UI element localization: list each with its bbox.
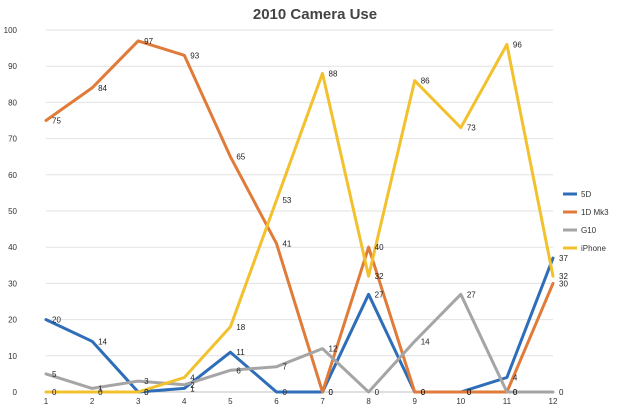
gridlines xyxy=(46,29,553,393)
x-tick-label: 9 xyxy=(413,397,418,406)
x-tick-label: 10 xyxy=(456,397,465,406)
data-label: 14 xyxy=(98,337,107,346)
y-tick-label: 50 xyxy=(8,207,17,216)
data-label: 27 xyxy=(467,290,476,299)
data-label: 0 xyxy=(329,388,334,397)
y-tick-label: 100 xyxy=(4,26,18,35)
data-label: 96 xyxy=(513,40,522,49)
legend-label: G10 xyxy=(581,226,597,235)
y-tick-label: 80 xyxy=(8,98,17,107)
y-tick-label: 60 xyxy=(8,171,17,180)
data-label: 32 xyxy=(559,272,568,281)
data-label: 27 xyxy=(375,290,384,299)
data-label: 5 xyxy=(52,370,57,379)
data-label: 37 xyxy=(559,254,568,263)
series-line-1d-mk3 xyxy=(44,39,555,394)
data-label: 1 xyxy=(190,384,195,393)
x-tick-label: 7 xyxy=(320,397,325,406)
data-label: 0 xyxy=(282,388,287,397)
data-label: 53 xyxy=(282,196,291,205)
data-label: 0 xyxy=(375,388,380,397)
x-tick-label: 5 xyxy=(228,397,233,406)
data-label: 32 xyxy=(375,272,384,281)
y-tick-label: 0 xyxy=(13,388,18,397)
x-tick-label: 3 xyxy=(136,397,141,406)
data-label: 18 xyxy=(236,323,245,332)
data-label: 88 xyxy=(329,69,338,78)
data-label: 86 xyxy=(421,77,430,86)
data-label: 0 xyxy=(52,388,57,397)
x-tick-label: 4 xyxy=(182,397,187,406)
data-label: 0 xyxy=(467,388,472,397)
data-label: 7 xyxy=(282,363,287,372)
y-tick-label: 10 xyxy=(8,352,17,361)
x-axis: 1 2 3 4 5 6 7 8 9 10 11 12 xyxy=(44,391,558,406)
data-label: 6 xyxy=(236,366,241,375)
data-label: 4 xyxy=(513,374,518,383)
data-label: 0 xyxy=(467,388,472,397)
data-label: 12 xyxy=(329,345,338,354)
y-tick-label: 20 xyxy=(8,316,17,325)
data-label: 75 xyxy=(52,117,61,126)
x-tick-label: 1 xyxy=(44,397,49,406)
data-label: 1 xyxy=(98,384,103,393)
y-tick-label: 40 xyxy=(8,243,17,252)
data-label: 0 xyxy=(329,388,334,397)
data-label: 0 xyxy=(421,388,426,397)
legend-label: 1D Mk3 xyxy=(581,208,609,217)
data-label: 0 xyxy=(559,388,564,397)
data-label: 3 xyxy=(144,377,149,386)
data-label: 14 xyxy=(421,337,430,346)
data-label: 0 xyxy=(421,388,426,397)
legend-label: iPhone xyxy=(581,244,606,253)
series-lines xyxy=(44,39,555,394)
data-label: 0 xyxy=(144,388,149,397)
data-label: 0 xyxy=(513,388,518,397)
x-tick-label: 8 xyxy=(366,397,371,406)
x-tick-label: 12 xyxy=(549,397,558,406)
data-label: 0 xyxy=(98,388,103,397)
y-tick-label: 70 xyxy=(8,135,17,144)
data-label: 65 xyxy=(236,153,245,162)
y-axis: 0 10 20 30 40 50 60 70 80 90 100 xyxy=(4,26,18,397)
data-label: 0 xyxy=(144,388,149,397)
data-label: 11 xyxy=(236,348,245,357)
data-label: 97 xyxy=(144,37,153,46)
data-label: 20 xyxy=(52,316,61,325)
x-tick-label: 11 xyxy=(503,397,512,406)
legend-label: 5D xyxy=(581,190,591,199)
data-label: 84 xyxy=(98,84,107,93)
x-tick-label: 6 xyxy=(274,397,279,406)
legend: 5D 1D Mk3 G10 iPhone xyxy=(563,190,609,253)
series-line-g10 xyxy=(44,292,555,394)
data-label: 40 xyxy=(375,243,384,252)
data-label: 30 xyxy=(559,279,568,288)
data-label: 73 xyxy=(467,124,476,133)
y-tick-label: 30 xyxy=(8,279,17,288)
series-line-iphone xyxy=(44,43,555,394)
data-label: 0 xyxy=(513,388,518,397)
data-label: 93 xyxy=(190,51,199,60)
data-label: 4 xyxy=(190,374,195,383)
x-tick-label: 2 xyxy=(90,397,95,406)
data-label: 41 xyxy=(282,240,291,249)
data-label: 2 xyxy=(190,381,195,390)
y-tick-label: 90 xyxy=(8,62,17,71)
chart-title: 2010 Camera Use xyxy=(253,6,377,23)
